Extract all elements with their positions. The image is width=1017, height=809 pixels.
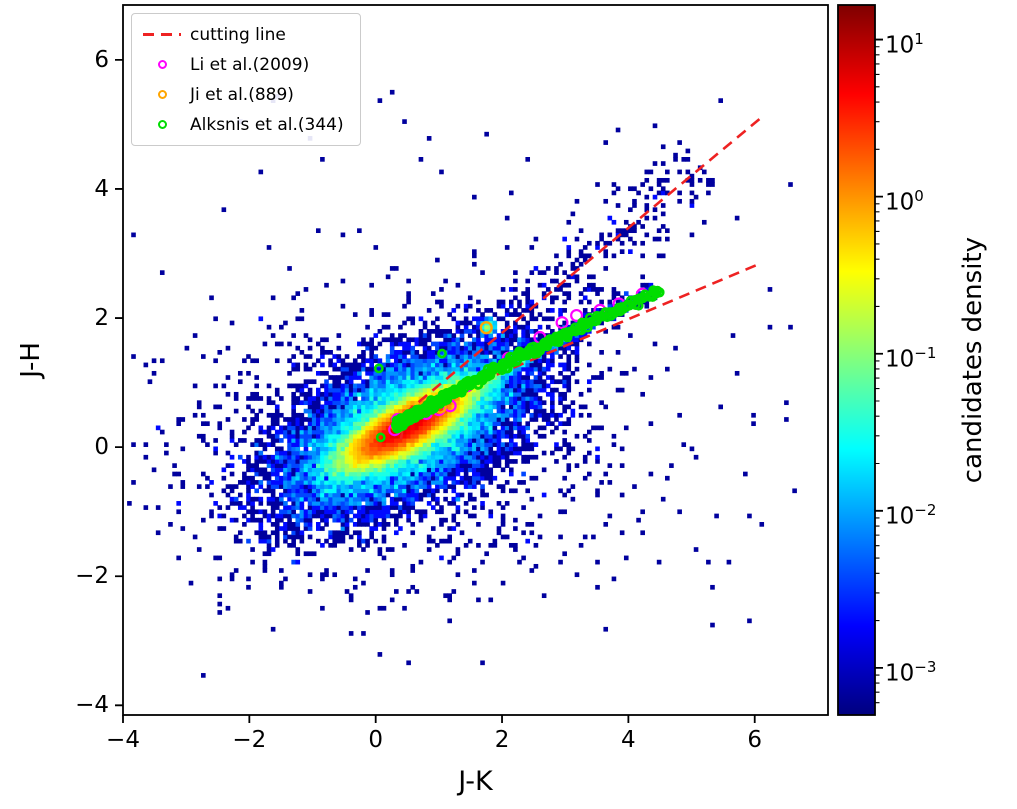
legend-entry-cutting-line: cutting line xyxy=(142,21,344,48)
orange-circle-glyph xyxy=(142,90,182,99)
legend-entry-alksnis: Alksnis et al.(344) xyxy=(142,111,344,138)
legend-entry-ji: Ji et al.(889) xyxy=(142,81,344,108)
colorbar-label-wrap: candidates density xyxy=(958,5,988,715)
legend-label: Ji et al.(889) xyxy=(190,84,294,105)
legend-label: cutting line xyxy=(190,24,286,45)
y-axis-label-wrap: J-H xyxy=(16,5,46,715)
dashed-line-glyph xyxy=(142,33,182,36)
colorbar-label: candidates density xyxy=(958,236,988,484)
magenta-circle-glyph xyxy=(142,60,182,69)
x-axis-label: J-K xyxy=(458,766,493,797)
legend-label: Alksnis et al.(344) xyxy=(190,114,344,135)
y-axis-label: J-H xyxy=(16,342,46,378)
legend-label: Li et al.(2009) xyxy=(190,54,310,75)
legend-entry-li: Li et al.(2009) xyxy=(142,51,344,78)
green-circle-glyph xyxy=(142,120,182,129)
legend: cutting line Li et al.(2009) Ji et al.(8… xyxy=(131,13,361,146)
